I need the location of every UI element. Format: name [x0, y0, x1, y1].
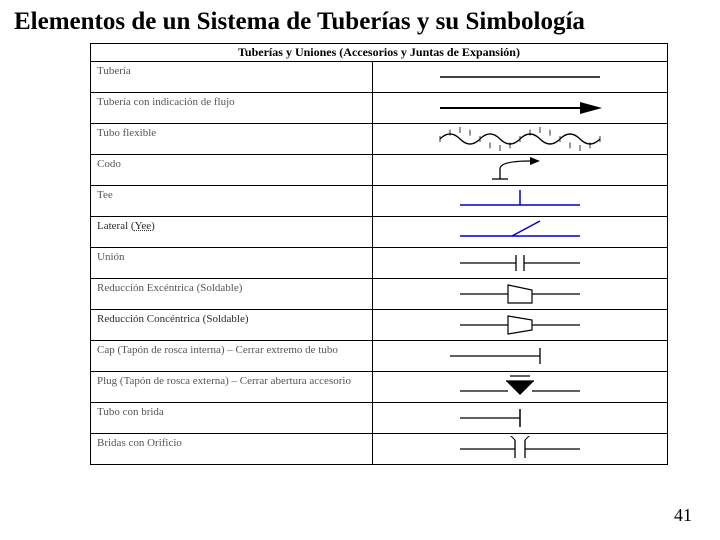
- symbol-orifice: [373, 434, 667, 464]
- page-title: Elementos de un Sistema de Tuberías y su…: [0, 0, 720, 41]
- table-header: Tuberías y Uniones (Accesorios y Juntas …: [91, 44, 667, 62]
- symbol-cap: [373, 341, 667, 371]
- table-row: Lateral (Yee): [91, 217, 667, 248]
- symbol-red_exc: [373, 279, 667, 309]
- table-row: Tee: [91, 186, 667, 217]
- row-label: Tubería con indicación de flujo: [91, 93, 373, 123]
- page-number: 41: [674, 505, 692, 526]
- row-label: Tubo con brida: [91, 403, 373, 433]
- symbol-flexible: [373, 124, 667, 154]
- symbology-table: Tuberías y Uniones (Accesorios y Juntas …: [90, 43, 668, 465]
- symbol-plug: [373, 372, 667, 402]
- table-row: Plug (Tapón de rosca externa) – Cerrar a…: [91, 372, 667, 403]
- table-row: Codo: [91, 155, 667, 186]
- row-label: Tubería: [91, 62, 373, 92]
- table-row: Bridas con Orificio: [91, 434, 667, 464]
- row-label: Tee: [91, 186, 373, 216]
- symbol-flange: [373, 403, 667, 433]
- table-row: Unión: [91, 248, 667, 279]
- table-row: Cap (Tapón de rosca interna) – Cerrar ex…: [91, 341, 667, 372]
- row-label: Reducción Excéntrica (Soldable): [91, 279, 373, 309]
- symbol-red_con: [373, 310, 667, 340]
- table-row: Tubo con brida: [91, 403, 667, 434]
- table-row: Tubería con indicación de flujo: [91, 93, 667, 124]
- symbol-yee: [373, 217, 667, 247]
- table-row: Reducción Concéntrica (Soldable): [91, 310, 667, 341]
- symbol-tee: [373, 186, 667, 216]
- symbol-arrow: [373, 93, 667, 123]
- symbol-line: [373, 62, 667, 92]
- row-label: Plug (Tapón de rosca externa) – Cerrar a…: [91, 372, 373, 402]
- table-row: Tubería: [91, 62, 667, 93]
- symbol-elbow: [373, 155, 667, 185]
- row-label: Bridas con Orificio: [91, 434, 373, 464]
- symbol-union: [373, 248, 667, 278]
- row-label: Cap (Tapón de rosca interna) – Cerrar ex…: [91, 341, 373, 371]
- row-label: Lateral (Yee): [91, 217, 373, 247]
- table-row: Tubo flexible: [91, 124, 667, 155]
- row-label: Unión: [91, 248, 373, 278]
- row-label: Reducción Concéntrica (Soldable): [91, 310, 373, 340]
- row-label: Tubo flexible: [91, 124, 373, 154]
- table-row: Reducción Excéntrica (Soldable): [91, 279, 667, 310]
- row-label: Codo: [91, 155, 373, 185]
